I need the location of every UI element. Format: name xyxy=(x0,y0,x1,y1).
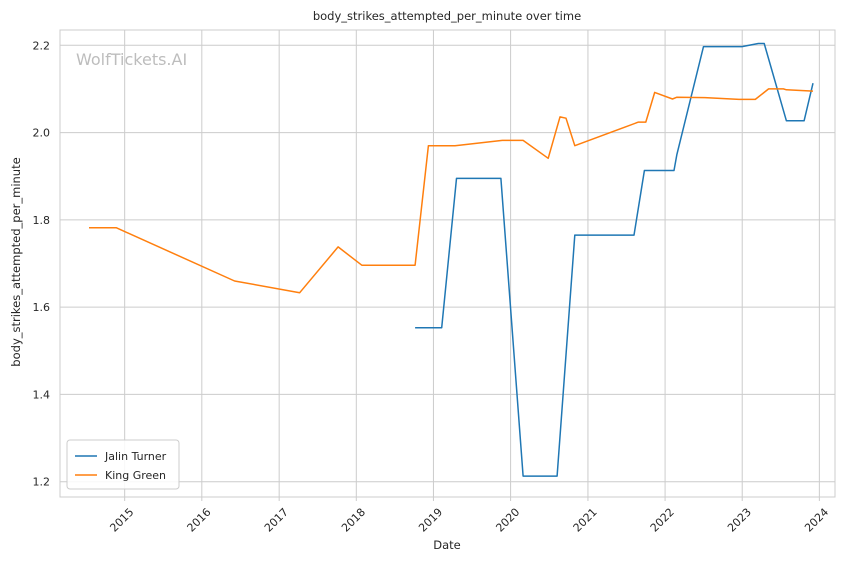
y-axis-ticks: 1.2 1.4 1.6 1.8 2.0 2.2 xyxy=(33,39,51,488)
series-line-jalin-turner xyxy=(415,42,814,477)
x-tick-label: 2016 xyxy=(185,506,214,535)
series-lines xyxy=(89,42,814,477)
grid-lines xyxy=(60,30,835,497)
x-tick-label: 2020 xyxy=(493,506,522,535)
series-line-king-green xyxy=(89,88,814,294)
x-tick-label: 2015 xyxy=(107,506,136,535)
y-tick-label: 1.2 xyxy=(33,476,51,489)
legend: Jalin Turner King Green xyxy=(66,439,180,490)
y-tick-label: 2.2 xyxy=(33,39,51,52)
x-tick-label: 2019 xyxy=(416,506,445,535)
x-tick-label: 2023 xyxy=(725,506,754,535)
y-axis-label: body_strikes_attempted_per_minute xyxy=(9,157,23,366)
chart-title: body_strikes_attempted_per_minute over t… xyxy=(313,9,581,23)
y-tick-label: 1.4 xyxy=(33,388,51,401)
legend-label: King Green xyxy=(105,469,166,482)
x-axis-ticks: 2015 2016 2017 2018 2019 2020 2021 2022 2023 2024 xyxy=(107,497,831,535)
y-tick-label: 1.8 xyxy=(33,214,51,227)
x-tick-label: 2018 xyxy=(339,506,368,535)
watermark: WolfTickets.AI xyxy=(76,50,187,69)
x-axis-label: Date xyxy=(433,538,461,552)
x-tick-label: 2022 xyxy=(648,506,677,535)
legend-label: Jalin Turner xyxy=(104,450,167,463)
plot-frame xyxy=(59,29,836,498)
x-tick-label: 2021 xyxy=(571,506,600,535)
x-tick-label: 2024 xyxy=(802,506,831,535)
x-tick-label: 2017 xyxy=(262,506,291,535)
legend-box xyxy=(66,439,180,490)
y-tick-label: 2.0 xyxy=(33,127,51,140)
plot-area: WolfTickets.AI xyxy=(59,29,836,498)
y-tick-label: 1.6 xyxy=(33,301,51,314)
